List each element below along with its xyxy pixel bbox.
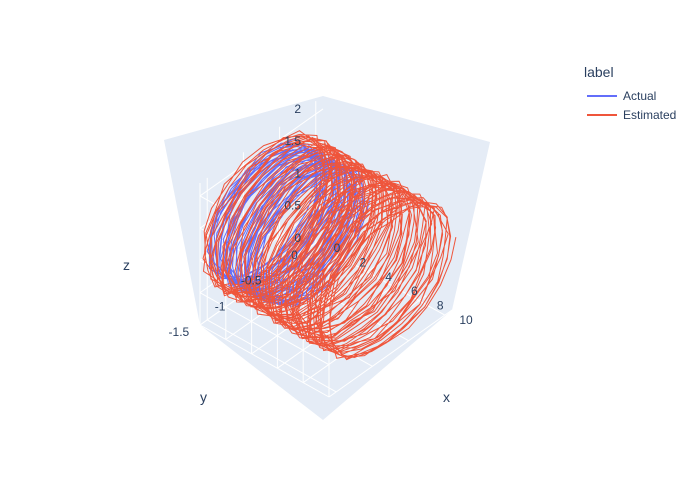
x-tick-label: 10: [459, 313, 473, 327]
traces: [202, 130, 457, 361]
legend-label-estimated: Estimated: [623, 107, 677, 122]
legend: label Actual Estimated: [584, 64, 694, 124]
legend-item-actual[interactable]: Actual: [584, 86, 694, 105]
z-tick-label: 2: [294, 102, 301, 116]
x-gridline-floor: [328, 309, 453, 398]
z-tick-label: 1.5: [284, 134, 301, 148]
y-tick-label: -1: [215, 299, 226, 313]
legend-label-actual: Actual: [623, 88, 657, 103]
x-tick-label: 8: [437, 299, 444, 313]
y-gridline-floor: [206, 319, 337, 393]
series-line-estimated: [202, 130, 457, 361]
z-tick-label: 1: [294, 166, 301, 180]
y-tick-label: 0: [291, 248, 298, 262]
x-tick-label: 6: [411, 284, 418, 298]
x-tick-label: 2: [359, 255, 366, 269]
legend-swatch-estimated: [587, 113, 617, 116]
z-tick-label: 0.5: [284, 199, 301, 213]
x-tick-label: 0: [334, 241, 341, 255]
x-tick-label: 4: [385, 270, 392, 284]
y-tick-label: -0.5: [241, 274, 262, 288]
legend-item-estimated[interactable]: Estimated: [584, 105, 694, 124]
z-axis-title: z: [123, 257, 130, 273]
3d-scene: 0 2 4 6 8 10 -1.5 -1 -0.5 0 0 0.5 1 1.5 2 x y z: [123, 96, 490, 420]
x-axis-title: x: [443, 389, 450, 405]
z-gridline-right: [199, 292, 330, 366]
x-gridline-floor: [251, 266, 375, 355]
y-axis-title: y: [200, 389, 207, 405]
legend-swatch-actual: [587, 94, 617, 97]
y-tick-label: -1.5: [169, 325, 190, 339]
z-tick-label: 0: [294, 231, 301, 245]
tick-labels: 0 2 4 6 8 10 -1.5 -1 -0.5 0 0 0.5 1 1.5 2: [169, 102, 473, 339]
z-gridline-right: [199, 324, 330, 398]
legend-title: label: [584, 64, 614, 80]
